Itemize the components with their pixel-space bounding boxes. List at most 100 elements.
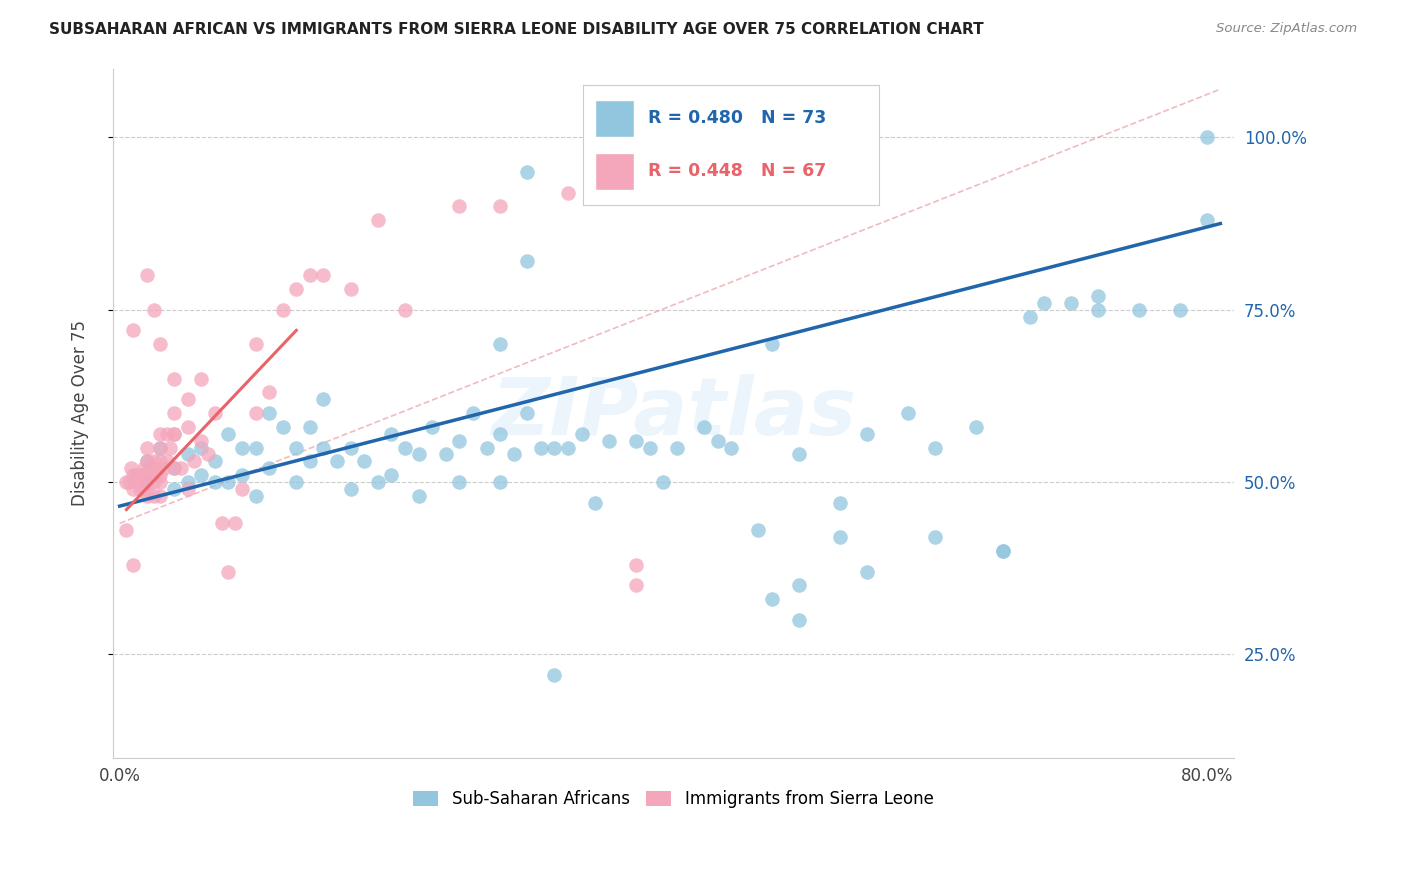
Point [353,454,375,468]
Point [132,482,155,496]
Point [142,475,165,489]
Point [965,420,987,434]
Point [598,434,620,448]
Point [217,475,239,489]
Point [489,475,512,489]
Point [394,302,416,317]
Point [502,447,524,461]
Point [190,371,212,385]
Point [163,406,186,420]
Point [1019,310,1042,324]
Point [856,426,879,441]
Point [420,420,443,434]
Point [638,441,661,455]
Point [129,482,152,496]
Point [149,454,172,468]
Point [142,489,165,503]
Point [271,420,294,434]
Point [135,268,157,283]
Point [461,406,484,420]
Point [367,475,389,489]
Point [543,668,565,682]
Point [271,302,294,317]
Point [170,461,193,475]
Point [380,468,402,483]
Point [217,565,239,579]
Point [449,475,471,489]
Point [163,461,186,475]
Point [245,337,267,351]
Point [190,441,212,455]
Point [624,578,647,592]
Point [530,441,553,455]
Point [787,447,810,461]
Point [127,475,149,489]
Point [149,475,172,489]
Point [176,420,198,434]
Text: Source: ZipAtlas.com: Source: ZipAtlas.com [1216,22,1357,36]
Point [135,468,157,483]
Text: SUBSAHARAN AFRICAN VS IMMIGRANTS FROM SIERRA LEONE DISABILITY AGE OVER 75 CORREL: SUBSAHARAN AFRICAN VS IMMIGRANTS FROM SI… [49,22,984,37]
Point [828,530,851,544]
Point [142,454,165,468]
Y-axis label: Disability Age Over 75: Disability Age Over 75 [72,320,89,506]
Point [163,461,186,475]
Point [557,186,579,200]
Text: R = 0.448   N = 67: R = 0.448 N = 67 [648,162,827,180]
Legend: Sub-Saharan Africans, Immigrants from Sierra Leone: Sub-Saharan Africans, Immigrants from Si… [406,783,941,814]
Point [298,268,321,283]
Point [156,426,179,441]
Point [706,434,728,448]
Point [135,454,157,468]
Point [924,530,946,544]
Point [115,475,138,489]
Point [897,406,920,420]
Point [991,544,1014,558]
Point [298,420,321,434]
Point [145,461,167,475]
Point [312,268,335,283]
Point [856,565,879,579]
Point [122,558,145,572]
Point [285,441,308,455]
Point [231,468,253,483]
Point [257,461,280,475]
Point [135,489,157,503]
Point [135,454,157,468]
Point [787,613,810,627]
Point [224,516,246,531]
Point [153,461,176,475]
Point [135,482,157,496]
Point [326,454,349,468]
Point [115,523,138,537]
Point [583,496,606,510]
Point [245,441,267,455]
Point [543,441,565,455]
Point [132,461,155,475]
Point [139,468,162,483]
Point [211,516,233,531]
Point [720,441,742,455]
Point [149,441,172,455]
Point [142,461,165,475]
Point [761,592,783,607]
Point [367,213,389,227]
Point [1087,302,1109,317]
Point [245,406,267,420]
Point [204,454,226,468]
Point [434,447,457,461]
Point [693,420,716,434]
Point [131,468,153,483]
Point [149,426,172,441]
Point [1087,289,1109,303]
Point [285,475,308,489]
Point [135,441,157,455]
Point [312,392,335,407]
Point [828,496,851,510]
Text: R = 0.480   N = 73: R = 0.480 N = 73 [648,110,827,128]
Point [163,371,186,385]
Point [761,337,783,351]
Point [394,441,416,455]
Point [190,468,212,483]
Point [142,302,165,317]
